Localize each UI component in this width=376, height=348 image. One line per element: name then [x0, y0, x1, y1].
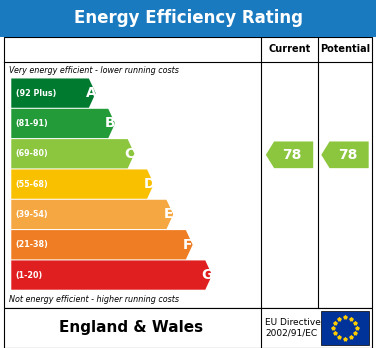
Polygon shape — [11, 169, 154, 199]
Polygon shape — [266, 142, 313, 168]
Bar — [4, 308, 372, 348]
Text: E: E — [164, 207, 173, 221]
Bar — [0, 0, 376, 37]
Text: 78: 78 — [338, 148, 357, 162]
Text: Potential: Potential — [320, 44, 370, 54]
Text: B: B — [105, 117, 116, 130]
Bar — [321, 311, 369, 345]
Text: (81-91): (81-91) — [16, 119, 49, 128]
Text: Not energy efficient - higher running costs: Not energy efficient - higher running co… — [9, 295, 179, 304]
Polygon shape — [321, 142, 368, 168]
Text: C: C — [124, 147, 135, 161]
Text: (92 Plus): (92 Plus) — [16, 89, 56, 98]
Text: G: G — [202, 268, 213, 282]
Text: Very energy efficient - lower running costs: Very energy efficient - lower running co… — [9, 66, 179, 75]
Text: (39-54): (39-54) — [16, 210, 49, 219]
Text: (1-20): (1-20) — [16, 270, 43, 279]
Text: D: D — [143, 177, 155, 191]
Text: (21-38): (21-38) — [16, 240, 49, 249]
Text: A: A — [86, 86, 96, 100]
Polygon shape — [11, 79, 96, 108]
Text: (69-80): (69-80) — [16, 149, 49, 158]
Polygon shape — [11, 260, 212, 290]
Text: Current: Current — [268, 44, 311, 54]
Text: Energy Efficiency Rating: Energy Efficiency Rating — [73, 9, 303, 27]
Polygon shape — [11, 200, 173, 229]
Text: 78: 78 — [282, 148, 302, 162]
Text: (55-68): (55-68) — [16, 180, 49, 189]
Bar — [4, 37, 372, 308]
Text: England & Wales: England & Wales — [59, 321, 203, 335]
Text: F: F — [183, 238, 193, 252]
Text: EU Directive: EU Directive — [265, 318, 321, 327]
Text: 2002/91/EC: 2002/91/EC — [265, 329, 317, 338]
Polygon shape — [11, 139, 135, 168]
Polygon shape — [11, 109, 115, 138]
Polygon shape — [11, 230, 193, 259]
